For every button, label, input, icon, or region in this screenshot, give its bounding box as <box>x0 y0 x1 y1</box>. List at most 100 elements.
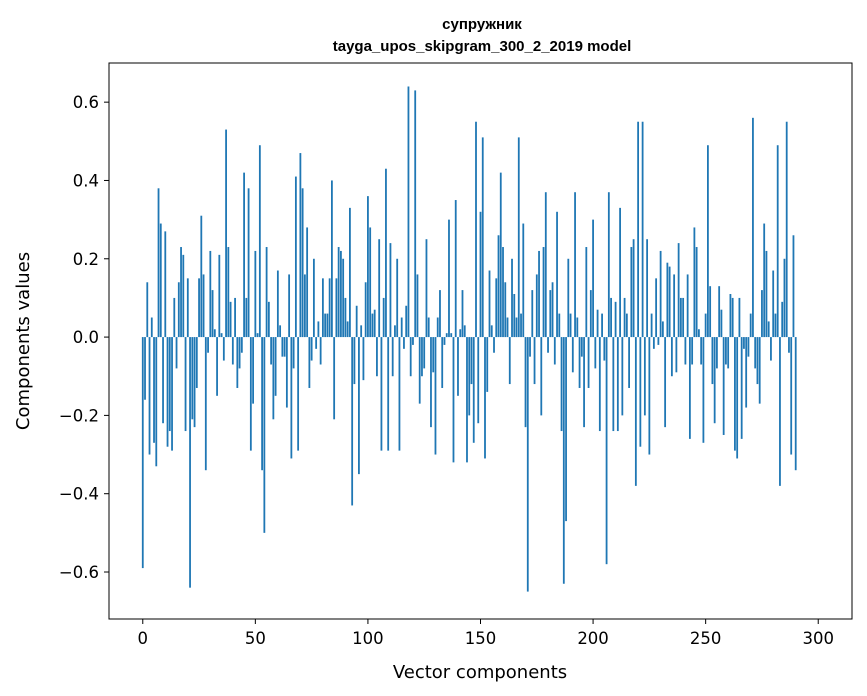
bar <box>303 274 306 338</box>
bar <box>157 188 160 338</box>
bar <box>243 172 245 338</box>
bar <box>371 313 374 338</box>
bar <box>616 337 619 432</box>
bar <box>603 337 606 361</box>
bar <box>346 321 349 338</box>
bar <box>549 290 552 338</box>
bar <box>571 337 574 373</box>
bar <box>204 337 207 471</box>
bar <box>141 337 144 569</box>
bar <box>238 337 241 369</box>
bar <box>378 239 381 338</box>
bar <box>637 121 640 338</box>
bar <box>256 333 259 338</box>
bar <box>621 337 624 416</box>
bar <box>517 137 520 338</box>
bar <box>252 337 254 404</box>
y-tick-label: 0.4 <box>73 171 99 190</box>
bar <box>335 278 338 338</box>
bar <box>328 278 331 338</box>
bar <box>425 239 428 338</box>
bar <box>578 337 581 388</box>
bar <box>774 313 777 338</box>
y-tick-label: 0.2 <box>73 250 99 269</box>
bar <box>441 337 444 388</box>
bar <box>657 337 660 345</box>
bar <box>470 337 473 385</box>
bar <box>610 297 612 338</box>
bar <box>324 313 327 338</box>
bar <box>544 192 547 338</box>
bar <box>758 337 761 404</box>
bar <box>173 297 176 338</box>
bar <box>477 337 480 424</box>
bar <box>315 337 318 349</box>
bar <box>704 313 707 338</box>
bar <box>175 337 178 369</box>
bar <box>747 337 750 357</box>
bar <box>639 337 642 447</box>
bar <box>623 297 626 338</box>
bar <box>725 337 727 365</box>
bar <box>225 129 227 338</box>
y-tick-label: −0.2 <box>59 406 99 425</box>
bar <box>162 337 164 424</box>
bar <box>783 258 786 338</box>
bar <box>513 294 516 338</box>
bar <box>580 337 583 357</box>
bar <box>682 297 685 338</box>
bar <box>189 337 191 588</box>
bar <box>193 337 196 428</box>
bar <box>434 337 437 455</box>
bar <box>745 337 748 408</box>
bar <box>209 250 212 338</box>
bar <box>274 337 277 396</box>
bar <box>601 313 603 338</box>
bar <box>159 223 162 338</box>
bar <box>592 219 594 338</box>
bar <box>301 188 304 338</box>
bar <box>574 192 576 338</box>
bar <box>272 337 275 420</box>
bar <box>265 247 268 338</box>
bar <box>216 337 218 396</box>
bar <box>542 247 545 338</box>
bar <box>195 337 198 388</box>
bar <box>177 282 180 338</box>
bar <box>459 329 462 338</box>
bar <box>461 290 464 338</box>
bar <box>443 337 446 345</box>
bar <box>540 337 543 416</box>
bar <box>722 337 725 435</box>
bar <box>587 337 590 388</box>
bar <box>718 286 721 338</box>
bar <box>619 207 621 338</box>
bar <box>475 121 477 338</box>
bar <box>625 313 628 338</box>
bar <box>740 337 743 439</box>
bar <box>560 337 563 432</box>
bar <box>668 266 671 338</box>
bar <box>317 321 320 338</box>
bar <box>423 337 426 369</box>
bar <box>731 297 734 338</box>
bar <box>524 337 527 428</box>
bar <box>484 337 486 459</box>
chart-title: супружник <box>442 16 522 33</box>
bar <box>319 337 322 365</box>
bar <box>382 297 385 338</box>
bar <box>261 337 263 471</box>
bar <box>222 337 225 361</box>
bar <box>412 337 414 345</box>
bar <box>466 337 468 463</box>
bar <box>779 337 781 486</box>
bar <box>679 297 682 338</box>
bar <box>310 337 313 361</box>
bar <box>497 235 500 338</box>
bar <box>607 192 610 338</box>
bar <box>452 337 455 463</box>
bar-series <box>141 86 797 592</box>
bar <box>596 309 599 338</box>
bar <box>763 223 766 338</box>
